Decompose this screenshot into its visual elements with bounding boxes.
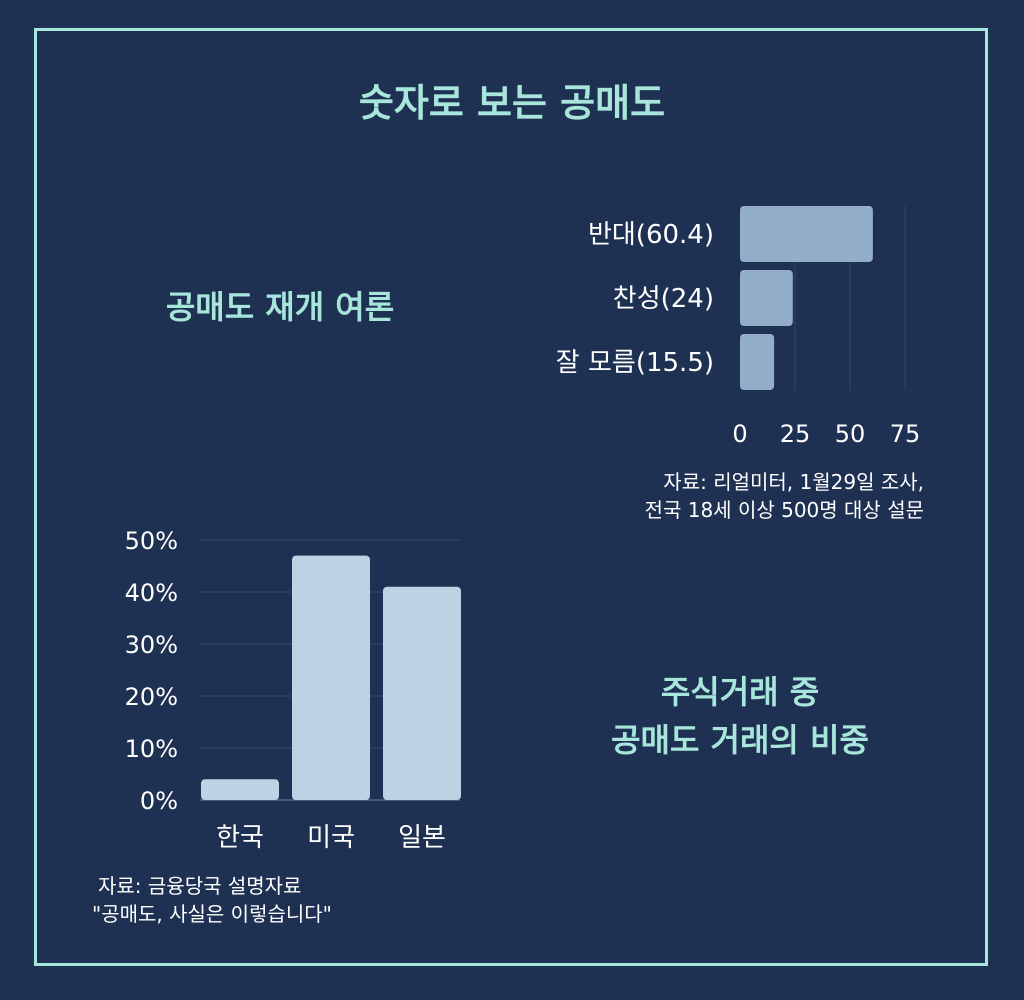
share-bar <box>201 779 279 800</box>
share-y-tick-label: 0% <box>140 787 178 815</box>
poll-category-label: 잘 모름(15.5) <box>556 348 714 378</box>
share-heading-line2: 공매도 거래의 비중 <box>611 721 869 759</box>
poll-x-tick-label: 0 <box>732 420 747 448</box>
poll-category-label: 반대(60.4) <box>588 220 714 250</box>
share-heading: 주식거래 중 공매도 거래의 비중 <box>520 668 960 764</box>
poll-bar <box>740 334 775 390</box>
poll-bar <box>740 206 873 262</box>
share-category-label: 한국 <box>216 823 264 853</box>
share-source-line1: 자료: 금융당국 설명자료 <box>98 874 302 898</box>
share-heading-line1: 주식거래 중 <box>660 673 820 711</box>
poll-source: 자료: 리얼미터, 1월29일 조사, 전국 18세 이상 500명 대상 설문 <box>645 468 924 524</box>
poll-category-label: 찬성(24) <box>613 284 714 314</box>
poll-x-tick-label: 75 <box>890 420 921 448</box>
poll-source-line1: 자료: 리얼미터, 1월29일 조사, <box>663 470 924 494</box>
share-source: 자료: 금융당국 설명자료 "공매도, 사실은 이렇습니다" <box>92 872 332 928</box>
share-y-tick-label: 10% <box>125 735 178 763</box>
share-source-line2: "공매도, 사실은 이렇습니다" <box>92 902 332 926</box>
share-category-label: 미국 <box>307 823 355 853</box>
share-y-tick-label: 50% <box>125 527 178 555</box>
share-bar <box>292 555 370 800</box>
share-y-tick-label: 30% <box>125 631 178 659</box>
poll-x-tick-label: 25 <box>780 420 811 448</box>
share-category-label: 일본 <box>398 823 446 853</box>
border-frame <box>34 28 988 966</box>
poll-source-line2: 전국 18세 이상 500명 대상 설문 <box>644 498 924 522</box>
share-bar <box>383 586 461 800</box>
poll-bar <box>740 270 793 326</box>
share-y-tick-label: 20% <box>125 683 178 711</box>
share-y-tick-label: 40% <box>125 579 178 607</box>
page-title: 숫자로 보는 공매도 <box>358 81 666 125</box>
poll-heading: 공매도 재개 여론 <box>165 288 395 326</box>
poll-x-tick-label: 50 <box>835 420 866 448</box>
